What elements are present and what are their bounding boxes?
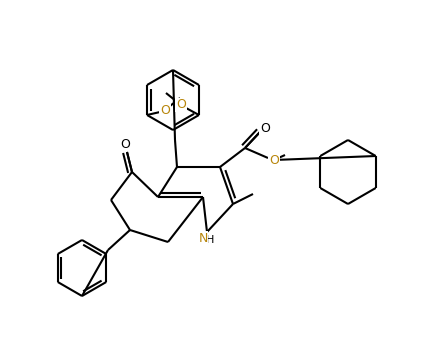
Text: O: O <box>260 123 270 135</box>
Text: O: O <box>160 103 170 117</box>
Text: N: N <box>198 232 208 245</box>
Text: H: H <box>206 235 214 245</box>
Text: O: O <box>269 153 279 166</box>
Text: O: O <box>120 137 130 151</box>
Text: O: O <box>176 98 186 112</box>
